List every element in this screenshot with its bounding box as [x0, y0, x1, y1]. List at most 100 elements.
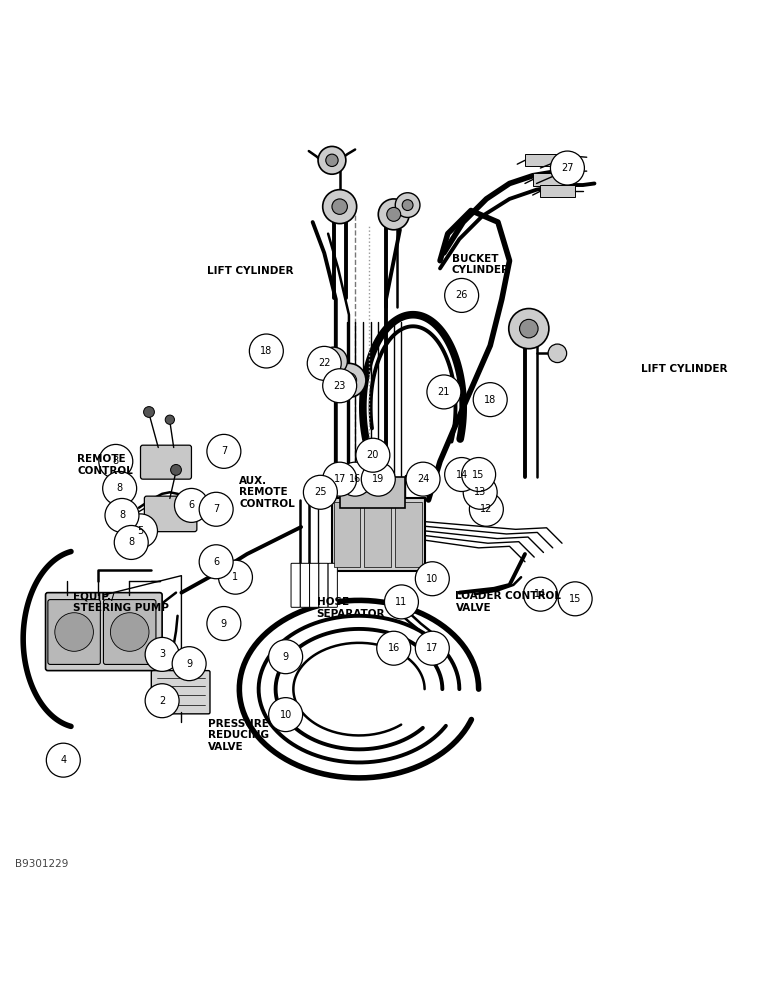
Text: 24: 24: [417, 474, 429, 484]
Text: 14: 14: [455, 470, 468, 480]
FancyBboxPatch shape: [291, 563, 300, 607]
Circle shape: [415, 631, 449, 665]
Bar: [533, 173, 567, 186]
Text: 22: 22: [318, 358, 330, 368]
Text: BUCKET
CYLINDER: BUCKET CYLINDER: [452, 254, 510, 275]
Circle shape: [199, 545, 233, 579]
Text: 10: 10: [279, 710, 292, 720]
Text: 8: 8: [113, 456, 119, 466]
Text: 2: 2: [159, 696, 165, 706]
Circle shape: [103, 471, 137, 505]
Text: 11: 11: [395, 597, 408, 607]
Text: 10: 10: [426, 574, 438, 584]
FancyBboxPatch shape: [46, 593, 162, 671]
Text: HOSE
SEPARATOR: HOSE SEPARATOR: [317, 597, 385, 619]
Text: LIFT CYLINDER: LIFT CYLINDER: [207, 266, 293, 276]
Circle shape: [46, 743, 80, 777]
Text: AUX.
REMOTE
CONTROL: AUX. REMOTE CONTROL: [239, 476, 295, 509]
Text: 4: 4: [60, 755, 66, 765]
Circle shape: [387, 207, 401, 221]
Bar: [332, 498, 425, 571]
Circle shape: [105, 498, 139, 532]
Circle shape: [145, 684, 179, 718]
Text: 16: 16: [388, 643, 400, 653]
FancyBboxPatch shape: [103, 600, 156, 664]
Circle shape: [473, 383, 507, 417]
Circle shape: [406, 462, 440, 496]
Circle shape: [415, 562, 449, 596]
Circle shape: [207, 434, 241, 468]
Text: 7: 7: [213, 504, 219, 514]
Text: 17: 17: [334, 474, 346, 484]
Circle shape: [520, 319, 538, 338]
Circle shape: [124, 514, 157, 548]
Bar: [540, 185, 575, 197]
Circle shape: [218, 560, 252, 594]
Circle shape: [323, 190, 357, 224]
Text: 13: 13: [474, 487, 486, 497]
Circle shape: [377, 631, 411, 665]
FancyBboxPatch shape: [48, 600, 100, 664]
Circle shape: [320, 347, 347, 375]
Circle shape: [318, 146, 346, 174]
Circle shape: [269, 640, 303, 674]
Bar: [525, 154, 560, 166]
Circle shape: [548, 344, 567, 363]
Text: REMOTE
CONTROL: REMOTE CONTROL: [77, 454, 133, 476]
Text: 14: 14: [534, 589, 547, 599]
Circle shape: [323, 369, 357, 403]
Text: 25: 25: [314, 487, 327, 497]
Circle shape: [338, 462, 372, 496]
Bar: [364, 502, 391, 567]
Circle shape: [171, 464, 181, 475]
Text: PRESSURE
REDUCING
VALVE: PRESSURE REDUCING VALVE: [208, 719, 269, 752]
Circle shape: [361, 462, 395, 496]
Circle shape: [550, 151, 584, 185]
Text: 18: 18: [484, 395, 496, 405]
Circle shape: [509, 309, 549, 349]
Circle shape: [558, 582, 592, 616]
Text: 6: 6: [188, 500, 195, 510]
Circle shape: [341, 373, 357, 388]
Circle shape: [384, 585, 418, 619]
Text: 8: 8: [119, 510, 125, 520]
Circle shape: [172, 647, 206, 681]
Circle shape: [249, 334, 283, 368]
Circle shape: [462, 458, 496, 492]
Circle shape: [303, 475, 337, 509]
Text: 21: 21: [438, 387, 450, 397]
FancyBboxPatch shape: [151, 671, 210, 714]
Circle shape: [463, 475, 497, 509]
Circle shape: [323, 462, 357, 496]
Text: 12: 12: [480, 504, 493, 514]
Text: 5: 5: [137, 526, 144, 536]
Text: 17: 17: [426, 643, 438, 653]
Text: EQUIP./
STEERING PUMP: EQUIP./ STEERING PUMP: [73, 591, 169, 613]
Text: 9: 9: [283, 652, 289, 662]
Circle shape: [378, 199, 409, 230]
Circle shape: [445, 278, 479, 312]
Bar: [334, 502, 360, 567]
Text: 27: 27: [561, 163, 574, 173]
Circle shape: [99, 444, 133, 478]
Bar: [340, 477, 405, 508]
FancyBboxPatch shape: [319, 563, 328, 607]
Text: 3: 3: [159, 649, 165, 659]
Text: 16: 16: [349, 474, 361, 484]
Bar: [395, 502, 422, 567]
Circle shape: [165, 415, 174, 424]
Text: 9: 9: [186, 659, 192, 669]
Circle shape: [427, 375, 461, 409]
Circle shape: [326, 154, 338, 166]
Circle shape: [445, 458, 479, 492]
Circle shape: [307, 346, 341, 380]
Circle shape: [469, 492, 503, 526]
Circle shape: [55, 613, 93, 651]
Text: 6: 6: [213, 557, 219, 567]
Text: 15: 15: [569, 594, 581, 604]
Text: 1: 1: [232, 572, 239, 582]
Text: 7: 7: [221, 446, 227, 456]
Circle shape: [144, 407, 154, 417]
Text: 20: 20: [367, 450, 379, 460]
FancyBboxPatch shape: [300, 563, 310, 607]
